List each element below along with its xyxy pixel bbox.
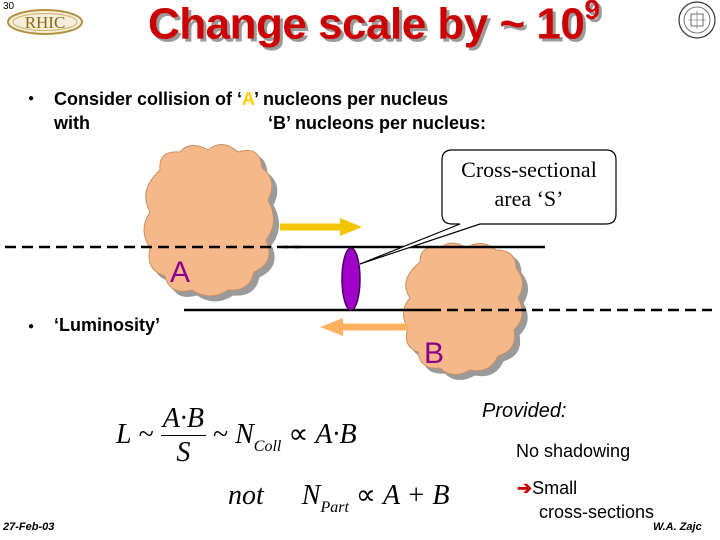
- participant-formula: not NPart ∝ A + B: [228, 480, 450, 516]
- bullet-line-1: Consider collision of ‘A’ nucleons per n…: [54, 89, 449, 109]
- footer-author: W.A. Zajc: [653, 521, 702, 533]
- luminosity-formula: L ~ A·B S ~ NColl ∝ A·B: [116, 403, 357, 468]
- nucleus-a-label: A: [170, 256, 191, 289]
- footer-date: 27-Feb-03: [3, 521, 55, 533]
- arrow-left-icon: [320, 318, 408, 336]
- rhic-logo-text: RHIC: [25, 13, 66, 32]
- nucleus-a-cloud: [143, 144, 274, 297]
- provided-item-small: ➔Small: [517, 478, 578, 498]
- bullet-dot-icon: ●: [28, 321, 35, 332]
- rhic-logo: RHIC: [7, 9, 83, 35]
- accent-letter: A: [242, 89, 255, 109]
- provided-heading: Provided:: [482, 400, 567, 422]
- slide-title: Change scale by ~ 109: [148, 0, 600, 50]
- title-exponent: 9: [584, 0, 600, 25]
- callout-bubble: [359, 149, 617, 265]
- callout-text: Cross-sectional area ‘S’: [461, 157, 597, 211]
- arrow-right-icon: ➔: [517, 478, 533, 498]
- provided-item-no-shadowing: No shadowing: [516, 441, 631, 461]
- bullet-line-2: with ‘B’ nucleons per nucleus:: [54, 113, 487, 133]
- bullet-dot-icon: ●: [28, 93, 35, 104]
- university-seal-icon: [678, 1, 716, 39]
- slide-number: 30: [3, 1, 15, 12]
- arrow-right-icon: [280, 218, 362, 236]
- luminosity-bullet: ‘Luminosity’: [54, 315, 161, 335]
- nucleus-b-label: B: [424, 337, 445, 370]
- provided-item-cross-sections: cross-sections: [539, 502, 655, 522]
- cross-section-ellipse: [341, 247, 361, 311]
